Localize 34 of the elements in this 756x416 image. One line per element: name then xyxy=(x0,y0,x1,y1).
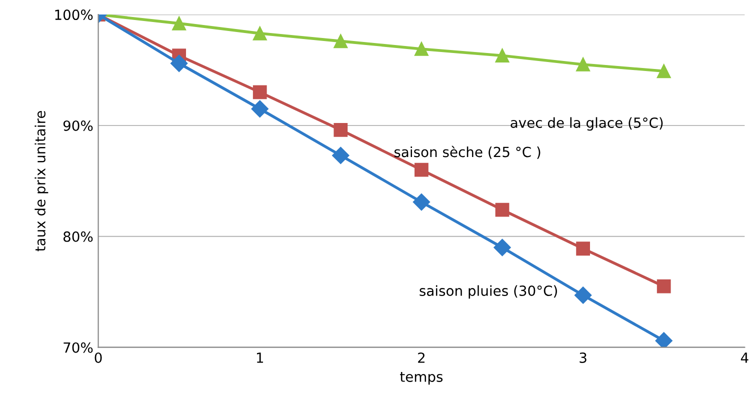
point xyxy=(334,34,348,48)
point xyxy=(172,16,186,30)
point xyxy=(656,64,671,78)
point xyxy=(494,238,511,256)
y-tick-label: 80% xyxy=(63,231,93,242)
point xyxy=(414,42,428,56)
point xyxy=(252,85,267,100)
point xyxy=(251,100,268,118)
y-axis-title: taux de prix unitaire xyxy=(34,110,48,252)
point xyxy=(495,48,510,63)
text: avec de la glace (5°C) xyxy=(510,117,663,131)
y-tick-label: 90% xyxy=(63,120,93,131)
x-tick-label: 1 xyxy=(256,352,264,363)
x-tick-label: 3 xyxy=(580,352,586,363)
series-label: saison pluies (30°C) xyxy=(420,285,557,299)
point xyxy=(170,54,188,72)
x-tick-label: 0 xyxy=(94,352,102,363)
point xyxy=(495,202,510,217)
point xyxy=(334,122,348,137)
x-axis-title: temps xyxy=(400,372,443,385)
y-tick-label: 70% xyxy=(64,342,93,353)
x-tick-label: 4 xyxy=(740,352,748,363)
point xyxy=(332,146,350,164)
point xyxy=(252,26,267,40)
point xyxy=(576,58,590,72)
point xyxy=(574,286,592,304)
x-tick-label: 2 xyxy=(418,352,424,363)
point xyxy=(576,242,590,256)
point xyxy=(414,162,428,177)
series-label: saison sèche (25 °C ) xyxy=(394,146,540,159)
point xyxy=(655,332,672,348)
y-tick-label: 100% xyxy=(55,10,93,20)
point xyxy=(656,279,671,294)
point xyxy=(412,193,430,211)
